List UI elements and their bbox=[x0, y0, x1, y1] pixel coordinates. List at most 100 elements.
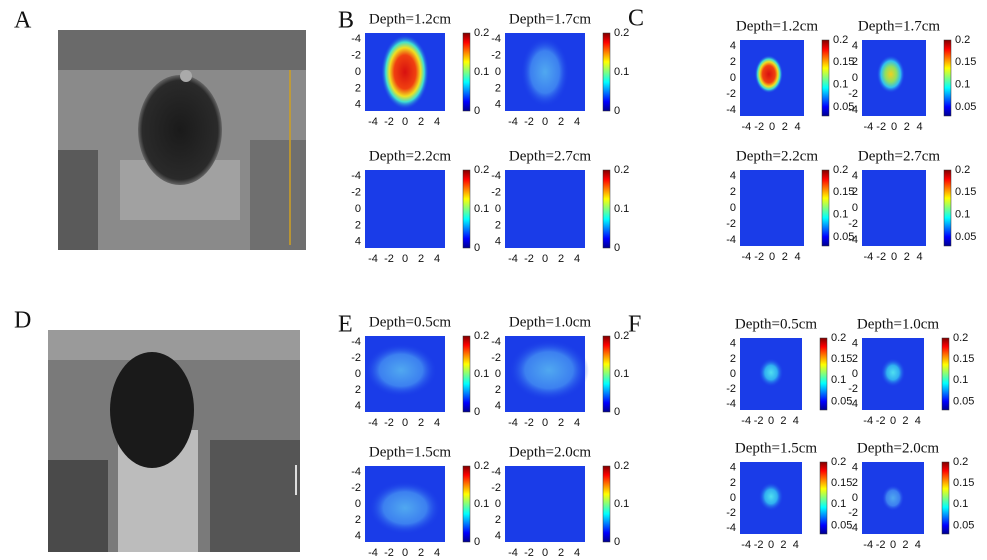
colorbar-tick-label: 0.1 bbox=[955, 208, 970, 220]
x-tick-label: 2 bbox=[780, 415, 786, 427]
y-tick-label: -2 bbox=[848, 383, 858, 395]
x-tick-label: 0 bbox=[402, 253, 408, 265]
colorbar-tick-label: 0.1 bbox=[833, 78, 848, 90]
x-tick-label: 2 bbox=[558, 417, 564, 429]
colorbar-tick-label: 0.15 bbox=[955, 186, 976, 198]
y-tick-label: 0 bbox=[852, 368, 858, 380]
colorbar bbox=[603, 336, 610, 412]
colorbar-tick-label: 0.05 bbox=[955, 101, 976, 113]
x-tick-label: -2 bbox=[384, 417, 394, 429]
y-tick-label: 4 bbox=[852, 338, 858, 350]
panel-label: D bbox=[14, 308, 31, 334]
x-tick-label: 0 bbox=[768, 415, 774, 427]
x-tick-label: 0 bbox=[402, 417, 408, 429]
colorbar bbox=[603, 466, 610, 542]
x-tick-label: -4 bbox=[368, 253, 378, 265]
colorbar bbox=[822, 170, 829, 246]
x-tick-label: 2 bbox=[904, 121, 910, 133]
x-tick-label: -2 bbox=[754, 539, 764, 551]
y-tick-label: -4 bbox=[491, 170, 501, 182]
y-tick-label: 4 bbox=[355, 99, 361, 111]
y-tick-label: -4 bbox=[351, 336, 361, 348]
y-tick-label: -4 bbox=[726, 234, 736, 246]
colorbar-tick-label: 0.2 bbox=[833, 164, 848, 176]
y-tick-label: 0 bbox=[730, 72, 736, 84]
colorbar-tick-label: 0.2 bbox=[474, 164, 489, 176]
colorbar-tick-label: 0.2 bbox=[831, 332, 846, 344]
x-tick-label: 0 bbox=[402, 116, 408, 128]
y-tick-label: 4 bbox=[852, 462, 858, 474]
x-tick-label: -4 bbox=[741, 539, 751, 551]
y-tick-label: -4 bbox=[848, 234, 858, 246]
y-tick-label: 0 bbox=[730, 492, 736, 504]
y-tick-label: 0 bbox=[730, 202, 736, 214]
colorbar bbox=[820, 338, 827, 410]
y-tick-label: 4 bbox=[495, 99, 501, 111]
y-tick-label: -2 bbox=[848, 88, 858, 100]
colorbar-tick-label: 0 bbox=[474, 242, 480, 254]
y-tick-label: 0 bbox=[495, 498, 501, 510]
x-tick-label: 4 bbox=[795, 251, 801, 263]
y-tick-label: 0 bbox=[355, 66, 361, 78]
colorbar-tick-label: 0.1 bbox=[955, 78, 970, 90]
y-tick-label: 4 bbox=[355, 530, 361, 542]
y-tick-label: 2 bbox=[495, 514, 501, 526]
heatmap-blob bbox=[877, 55, 905, 93]
y-tick-label: 2 bbox=[730, 353, 736, 365]
y-tick-label: 0 bbox=[355, 203, 361, 215]
colorbar-tick-label: 0.05 bbox=[955, 231, 976, 243]
colorbar-tick-label: 0.1 bbox=[474, 203, 489, 215]
x-tick-label: 2 bbox=[418, 417, 424, 429]
plot-title: Depth=0.5cm bbox=[735, 316, 818, 332]
x-tick-label: -2 bbox=[524, 253, 534, 265]
y-tick-label: 2 bbox=[730, 477, 736, 489]
x-tick-label: 2 bbox=[782, 251, 788, 263]
colorbar bbox=[944, 170, 951, 246]
colorbar bbox=[463, 33, 470, 111]
colorbar-tick-label: 0 bbox=[474, 406, 480, 418]
colorbar-tick-label: 0.15 bbox=[831, 353, 852, 365]
y-tick-label: -2 bbox=[726, 88, 736, 100]
colorbar bbox=[603, 33, 610, 111]
x-tick-label: 0 bbox=[769, 251, 775, 263]
colorbar bbox=[463, 466, 470, 542]
colorbar-tick-label: 0 bbox=[474, 105, 480, 117]
y-tick-label: 2 bbox=[355, 82, 361, 94]
y-tick-label: -4 bbox=[726, 104, 736, 116]
x-tick-label: -2 bbox=[754, 251, 764, 263]
x-tick-label: 2 bbox=[782, 121, 788, 133]
plot-title: Depth=2.7cm bbox=[858, 148, 941, 164]
colorbar-tick-label: 0.2 bbox=[614, 164, 629, 176]
x-tick-label: 2 bbox=[558, 547, 564, 559]
colorbar bbox=[463, 170, 470, 248]
x-tick-label: -4 bbox=[368, 116, 378, 128]
y-tick-label: -4 bbox=[848, 522, 858, 534]
heatmap-blob bbox=[369, 481, 441, 534]
x-tick-label: 4 bbox=[574, 417, 580, 429]
colorbar bbox=[822, 40, 829, 116]
x-tick-label: 0 bbox=[542, 253, 548, 265]
colorbar-tick-label: 0 bbox=[614, 242, 620, 254]
x-tick-label: 0 bbox=[769, 121, 775, 133]
y-tick-label: -4 bbox=[351, 170, 361, 182]
y-tick-label: 4 bbox=[730, 40, 736, 52]
x-tick-label: 2 bbox=[902, 539, 908, 551]
y-tick-label: 2 bbox=[495, 219, 501, 231]
colorbar-tick-label: 0.2 bbox=[953, 332, 968, 344]
y-tick-label: 0 bbox=[730, 368, 736, 380]
x-tick-label: -2 bbox=[876, 121, 886, 133]
panel-label: B bbox=[338, 8, 354, 34]
colorbar-tick-label: 0.1 bbox=[474, 498, 489, 510]
plot-title: Depth=1.0cm bbox=[509, 314, 592, 330]
colorbar-tick-label: 0.15 bbox=[953, 477, 974, 489]
x-tick-label: 4 bbox=[574, 116, 580, 128]
y-tick-label: -2 bbox=[491, 50, 501, 62]
x-tick-label: 0 bbox=[542, 116, 548, 128]
colorbar-tick-label: 0.15 bbox=[953, 353, 974, 365]
x-tick-label: 2 bbox=[904, 251, 910, 263]
y-tick-label: 0 bbox=[355, 368, 361, 380]
y-tick-label: 4 bbox=[730, 462, 736, 474]
colorbar-tick-label: 0.1 bbox=[614, 66, 629, 78]
ultrasound-image bbox=[48, 330, 300, 552]
heatmap-blob bbox=[365, 344, 437, 397]
